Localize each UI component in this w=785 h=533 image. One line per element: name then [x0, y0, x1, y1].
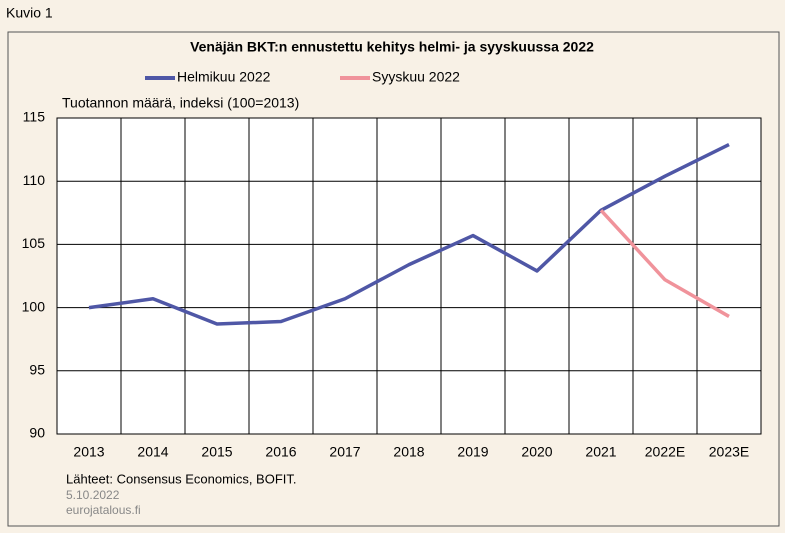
x-tick-label: 2021 [585, 444, 616, 460]
x-tick-label: 2018 [393, 444, 424, 460]
x-tick-label: 2014 [137, 444, 168, 460]
y-tick-label: 95 [29, 362, 45, 378]
chart-title: Venäjän BKT:n ennustettu kehitys helmi- … [190, 39, 594, 55]
series-line [88, 142, 730, 326]
y-axis-label: Tuotannon määrä, indeksi (100=2013) [62, 95, 299, 111]
site: eurojatalous.fi [66, 503, 141, 517]
plot-area [56, 117, 762, 435]
legend-label: Helmikuu 2022 [177, 69, 271, 85]
x-tick-label: 2020 [521, 444, 552, 460]
date: 5.10.2022 [66, 488, 120, 502]
y-tick-label: 100 [22, 298, 46, 314]
figure-label: Kuvio 1 [6, 5, 53, 21]
x-tick-label: 2016 [265, 444, 296, 460]
x-tick-label: 2015 [201, 444, 232, 460]
legend-label: Syyskuu 2022 [372, 69, 460, 85]
series-line [599, 209, 730, 318]
x-tick-label: 2022E [645, 444, 685, 460]
y-tick-label: 115 [23, 109, 46, 125]
y-tick-label: 90 [29, 425, 45, 441]
x-tick-label: 2017 [329, 444, 360, 460]
x-tick-label: 2023E [709, 444, 749, 460]
y-tick-label: 105 [22, 235, 46, 251]
x-tick-label: 2019 [457, 444, 488, 460]
x-tick-label: 2013 [73, 444, 104, 460]
source: Lähteet: Consensus Economics, BOFIT. [66, 471, 297, 486]
y-tick-label: 110 [23, 172, 46, 188]
